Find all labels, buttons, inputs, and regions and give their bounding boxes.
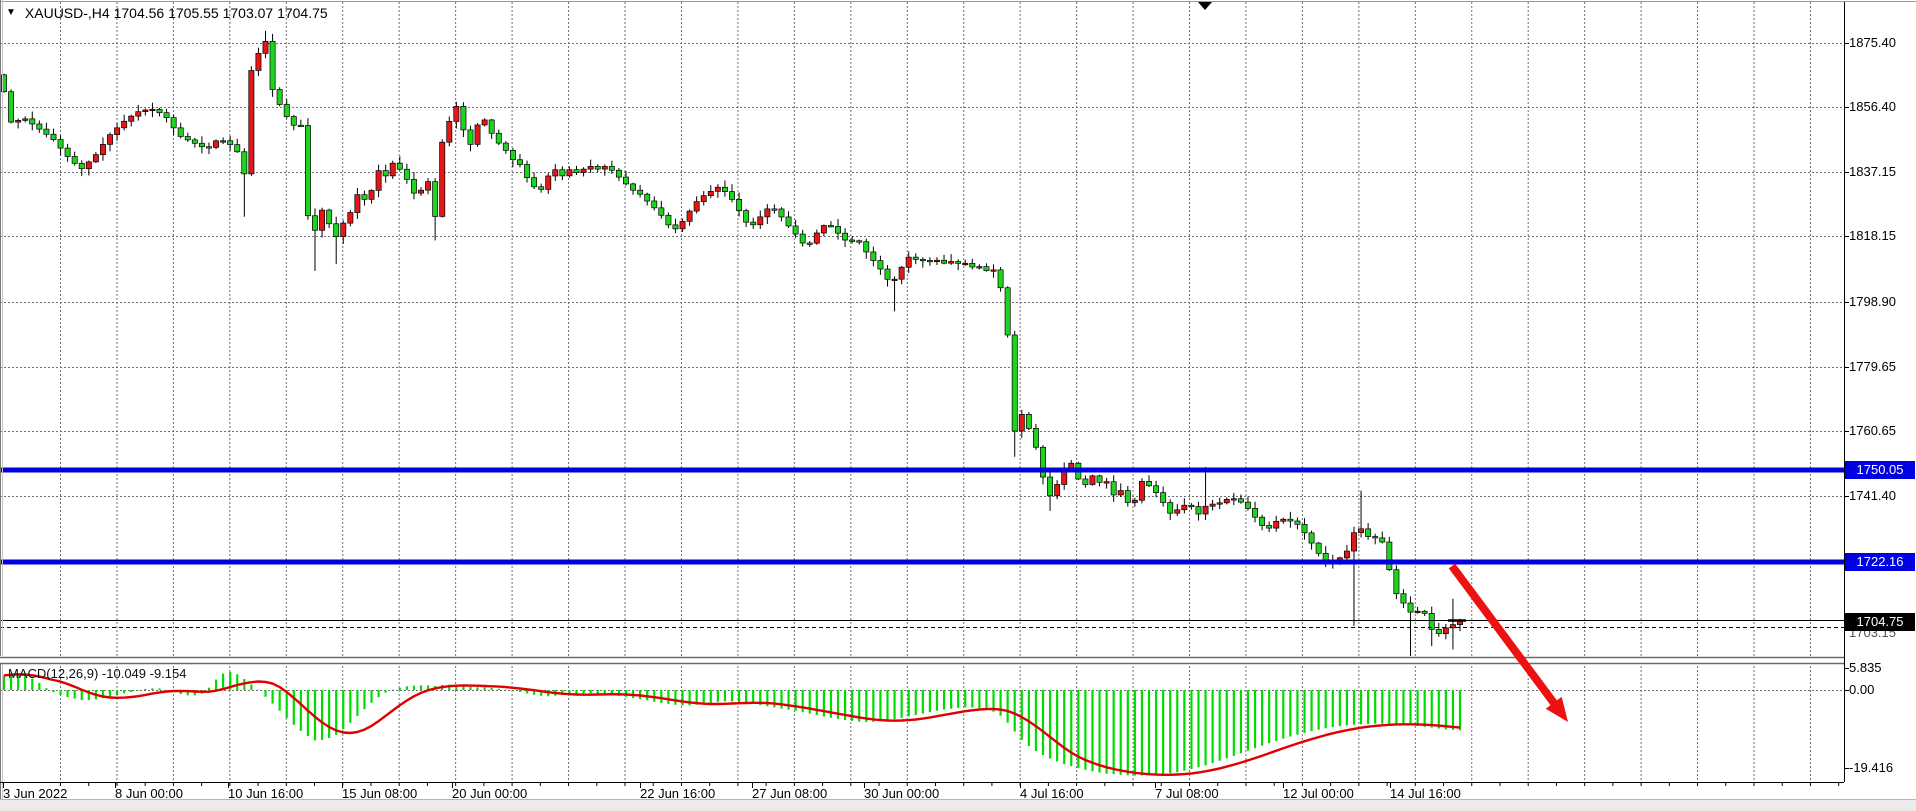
time-scale-label: 12 Jul 00:00 — [1283, 786, 1354, 801]
price-scale-label: 1818.15 — [1849, 228, 1896, 243]
macd-scale-label: 5.835 — [1849, 660, 1882, 675]
chart-title: ▼ XAUUSD-,H4 1704.56 1705.55 1703.07 170… — [6, 5, 328, 21]
time-scale-label: 7 Jul 08:00 — [1155, 786, 1219, 801]
current-price-badge: 1704.75 — [1845, 613, 1915, 631]
macd-signal-line — [3, 673, 1461, 776]
price-scale-label: 1856.40 — [1849, 99, 1896, 114]
time-scale-label: 22 Jun 16:00 — [640, 786, 716, 801]
macd-scale-label: -19.416 — [1849, 760, 1894, 775]
macd-scale-label: 0.00 — [1849, 682, 1875, 697]
price-scale-label: 1837.15 — [1849, 164, 1896, 179]
status-bar — [0, 799, 1916, 811]
grid-layer — [0, 2, 1844, 782]
macd-indicator-label: MACD(12,26,9) -10.049 -9.154 — [8, 666, 187, 681]
level-badge-1722: 1722.16 — [1845, 553, 1915, 571]
horizontal-level-line[interactable] — [0, 559, 1844, 565]
time-scale-label: 27 Jun 08:00 — [752, 786, 828, 801]
time-scale-label: 30 Jun 00:00 — [864, 786, 940, 801]
time-scale-label: 20 Jun 00:00 — [452, 786, 528, 801]
top-marker-icon — [1198, 2, 1212, 10]
price-scale-label: 1741.40 — [1849, 488, 1896, 503]
time-scale-label: 3 Jun 2022 — [3, 786, 68, 801]
macd-layer — [2, 671, 1462, 776]
price-scale-label: 1798.90 — [1849, 294, 1896, 309]
symbol-ohlc-text: XAUUSD-,H4 1704.56 1705.55 1703.07 1704.… — [24, 5, 328, 21]
level-lines-layer — [0, 467, 1844, 565]
price-scale-label: 1875.40 — [1849, 35, 1896, 50]
trend-arrow-annotation[interactable] — [1448, 563, 1568, 722]
time-scale-label: 8 Jun 00:00 — [115, 786, 183, 801]
candles-layer — [1, 30, 1463, 657]
time-scale-label: 14 Jul 16:00 — [1390, 786, 1461, 801]
price-scale-label: 1779.65 — [1849, 359, 1896, 374]
time-scale-label: 10 Jun 16:00 — [228, 786, 304, 801]
level-badge-1750: 1750.05 — [1845, 461, 1915, 479]
horizontal-level-line[interactable] — [0, 467, 1844, 473]
time-scale-label: 4 Jul 16:00 — [1020, 786, 1084, 801]
time-scale-label: 15 Jun 08:00 — [342, 786, 418, 801]
price-scale-label: 1760.65 — [1849, 423, 1896, 438]
chart-menu-triangle-icon[interactable]: ▼ — [6, 7, 16, 18]
current-price-layer — [0, 619, 1844, 628]
